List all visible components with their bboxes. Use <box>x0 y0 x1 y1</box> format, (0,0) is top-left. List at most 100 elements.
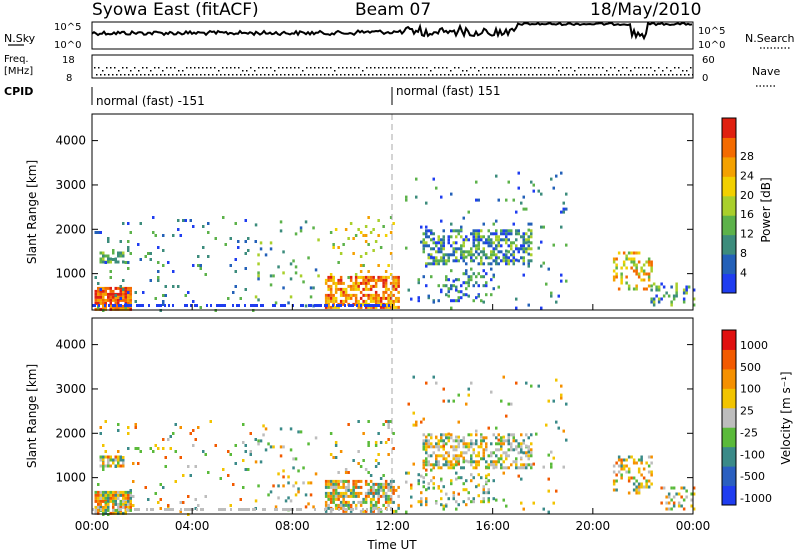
heatmap-cell <box>397 278 400 282</box>
heatmap-cell <box>502 451 505 455</box>
heatmap-cell <box>202 225 205 228</box>
heatmap-cell <box>117 301 120 305</box>
heatmap-cell <box>392 293 395 297</box>
heatmap-cell <box>94 298 97 302</box>
heatmap-cell <box>440 439 443 443</box>
heatmap-cell <box>269 283 273 287</box>
heatmap-cell <box>565 402 568 406</box>
freq-dot <box>238 67 240 69</box>
heatmap-cell <box>672 495 676 499</box>
heatmap-cell <box>379 296 383 300</box>
heatmap-cell <box>320 304 322 307</box>
heatmap-cell <box>425 232 428 236</box>
heatmap-cell <box>122 288 125 291</box>
heatmap-cell <box>450 466 453 470</box>
heatmap-cell <box>495 498 498 502</box>
heatmap-cell <box>97 508 100 512</box>
heatmap-cell <box>339 275 343 279</box>
heatmap-cell <box>445 433 448 437</box>
heatmap-cell <box>280 304 282 307</box>
heatmap-cell <box>112 496 115 500</box>
heatmap-cell <box>134 426 137 429</box>
heatmap-cell <box>117 423 120 426</box>
heatmap-cell <box>238 508 240 511</box>
heatmap-cell <box>129 489 132 492</box>
freq-dot <box>490 67 492 69</box>
heatmap-cell <box>442 444 445 448</box>
heatmap-cell <box>507 439 510 443</box>
heatmap-cell <box>117 307 120 311</box>
heatmap-cell <box>332 299 335 303</box>
heatmap-cell <box>344 485 348 489</box>
heatmap-cell <box>324 500 328 504</box>
heatmap-cell <box>117 464 120 468</box>
heatmap-cell <box>442 433 445 437</box>
heatmap-cell <box>364 497 368 501</box>
heatmap-cell <box>372 304 374 307</box>
heatmap-cell <box>410 504 413 508</box>
freq-dot <box>674 67 676 69</box>
heatmap-cell <box>112 493 115 497</box>
colorbar-swatch <box>722 466 736 487</box>
heatmap-cell <box>440 477 443 481</box>
heatmap-cell <box>122 251 125 255</box>
heatmap-cell <box>389 482 393 486</box>
heatmap-cell <box>470 473 473 477</box>
heatmap-cell <box>507 229 510 233</box>
freq-dot <box>634 67 636 69</box>
heatmap-cell <box>389 494 393 498</box>
heatmap-cell <box>510 241 513 245</box>
heatmap-cell <box>384 304 386 307</box>
heatmap-cell <box>344 503 348 507</box>
heatmap-cell <box>199 264 202 267</box>
colorbar-tick-label: 100 <box>740 383 761 396</box>
heatmap-cell <box>380 508 382 511</box>
nave-tick-bottom: 0 <box>702 73 708 84</box>
heatmap-cell <box>377 485 380 489</box>
heatmap-cell <box>430 445 433 449</box>
heatmap-cell <box>392 278 395 282</box>
heatmap-cell <box>650 482 653 486</box>
heatmap-cell <box>450 482 453 486</box>
heatmap-cell <box>359 255 363 258</box>
heatmap-cell <box>470 463 473 467</box>
heatmap-cell <box>490 253 493 257</box>
heatmap-cell <box>379 477 383 480</box>
heatmap-cell <box>437 284 440 288</box>
freq-dot <box>370 67 372 69</box>
heatmap-cell <box>379 494 383 498</box>
heatmap-cell <box>455 247 458 251</box>
heatmap-cell <box>420 500 423 504</box>
nave-dot <box>344 74 346 76</box>
heatmap-cell <box>367 278 370 282</box>
freq-panel: Freq. [MHz] 18 8 60 0 Nave <box>4 54 780 87</box>
freq-dot <box>502 67 504 69</box>
heatmap-cell <box>487 256 490 260</box>
freq-dot <box>606 70 608 72</box>
heatmap-cell <box>495 238 498 242</box>
heatmap-cell <box>244 450 247 453</box>
heatmap-cell <box>515 460 518 464</box>
freq-dot <box>146 67 148 69</box>
nave-dot <box>168 74 170 76</box>
heatmap-cell <box>162 264 165 267</box>
heatmap-cell <box>452 259 455 263</box>
heatmap-cell <box>102 499 105 503</box>
heatmap-cell <box>462 272 465 276</box>
heatmap-cell <box>379 305 383 309</box>
freq-dot <box>178 70 180 72</box>
heatmap-cell <box>520 235 523 239</box>
heatmap-cell <box>497 448 500 452</box>
heatmap-cell <box>99 257 102 261</box>
heatmap-cell <box>207 222 210 225</box>
heatmap-cell <box>384 441 388 444</box>
heatmap-cell <box>354 273 358 276</box>
freq-dot <box>358 67 360 69</box>
freq-dot <box>614 67 616 69</box>
heatmap-cell <box>374 459 378 462</box>
heatmap-cell <box>384 275 388 279</box>
heatmap-cell <box>364 500 368 504</box>
heatmap-cell <box>460 466 463 470</box>
heatmap-cell <box>344 508 346 511</box>
nave-dot <box>572 74 574 76</box>
